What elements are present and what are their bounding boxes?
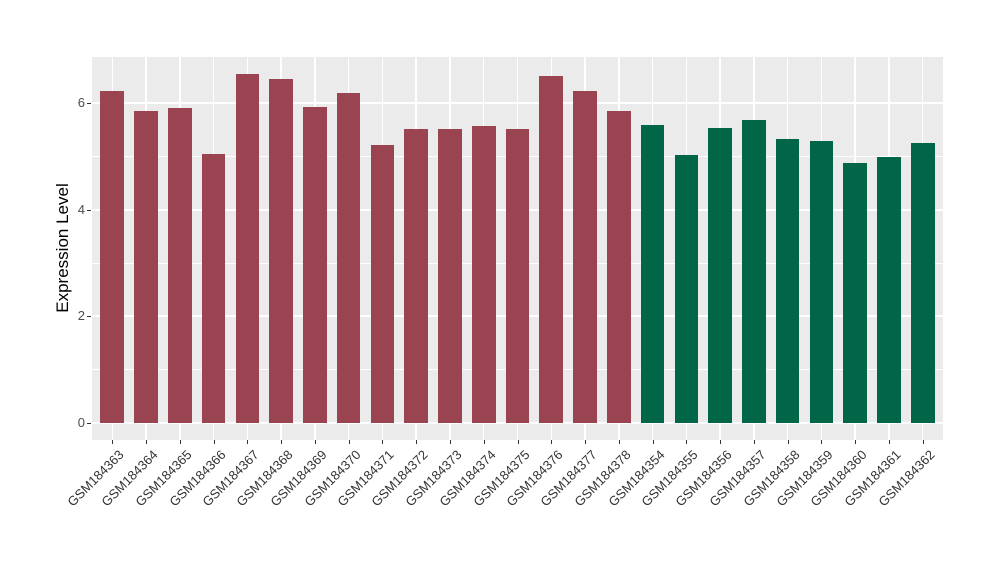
x-tick-mark-GSM184368 [281,440,283,444]
bar-GSM184354 [640,124,665,423]
bar-GSM184357 [742,119,766,423]
y-tick-label-4: 4 [77,201,85,217]
bar-GSM184371 [370,145,395,423]
bar-GSM184369 [303,107,327,423]
bar-GSM184376 [539,76,564,423]
y-tick-mark-0 [87,422,91,424]
y-tick-label-0: 0 [77,414,85,430]
plot-panel [92,57,943,440]
x-tick-mark-GSM184374 [483,440,485,444]
bar-GSM184361 [877,157,901,423]
x-tick-mark-GSM184363 [112,440,114,444]
x-tick-mark-GSM184373 [449,440,451,444]
x-tick-mark-GSM184357 [753,440,755,444]
bar-GSM184375 [505,128,530,423]
x-tick-mark-GSM184361 [888,440,890,444]
bar-GSM184362 [910,143,935,423]
y-tick-mark-4 [87,209,91,211]
bar-GSM184365 [168,107,192,423]
bar-GSM184368 [269,78,293,423]
x-tick-mark-GSM184376 [551,440,553,444]
x-tick-mark-GSM184359 [821,440,823,444]
bar-GSM184360 [843,162,867,423]
bar-GSM184366 [201,154,226,423]
bar-GSM184378 [607,111,631,423]
bar-GSM184373 [438,128,462,423]
bar-GSM184372 [404,128,428,423]
bar-GSM184377 [573,91,597,423]
bar-GSM184364 [134,110,158,423]
x-tick-mark-GSM184358 [787,440,789,444]
x-tick-mark-GSM184365 [179,440,181,444]
x-tick-mark-GSM184360 [855,440,857,444]
x-tick-mark-GSM184372 [416,440,418,444]
x-tick-mark-GSM184370 [348,440,350,444]
bar-GSM184363 [100,91,125,423]
bar-GSM184359 [809,141,834,423]
bar-GSM184367 [235,74,260,423]
x-tick-mark-GSM184355 [686,440,688,444]
bar-GSM184374 [471,126,496,423]
y-tick-mark-2 [87,316,91,318]
y-tick-mark-6 [87,103,91,105]
bar-GSM184370 [336,92,361,423]
x-tick-mark-GSM184371 [382,440,384,444]
y-tick-label-2: 2 [77,308,85,324]
x-tick-mark-GSM184378 [618,440,620,444]
x-tick-mark-GSM184364 [146,440,148,444]
x-tick-mark-GSM184375 [517,440,519,444]
bar-GSM184356 [708,127,732,423]
x-tick-mark-GSM184366 [213,440,215,444]
x-tick-mark-GSM184356 [720,440,722,444]
x-tick-mark-GSM184367 [247,440,249,444]
x-tick-mark-GSM184369 [314,440,316,444]
bar-GSM184358 [775,138,800,423]
y-tick-label-6: 6 [77,95,85,111]
x-tick-mark-GSM184377 [585,440,587,444]
bar-GSM184355 [674,154,699,423]
x-tick-mark-GSM184362 [922,440,924,444]
x-tick-mark-GSM184354 [652,440,654,444]
